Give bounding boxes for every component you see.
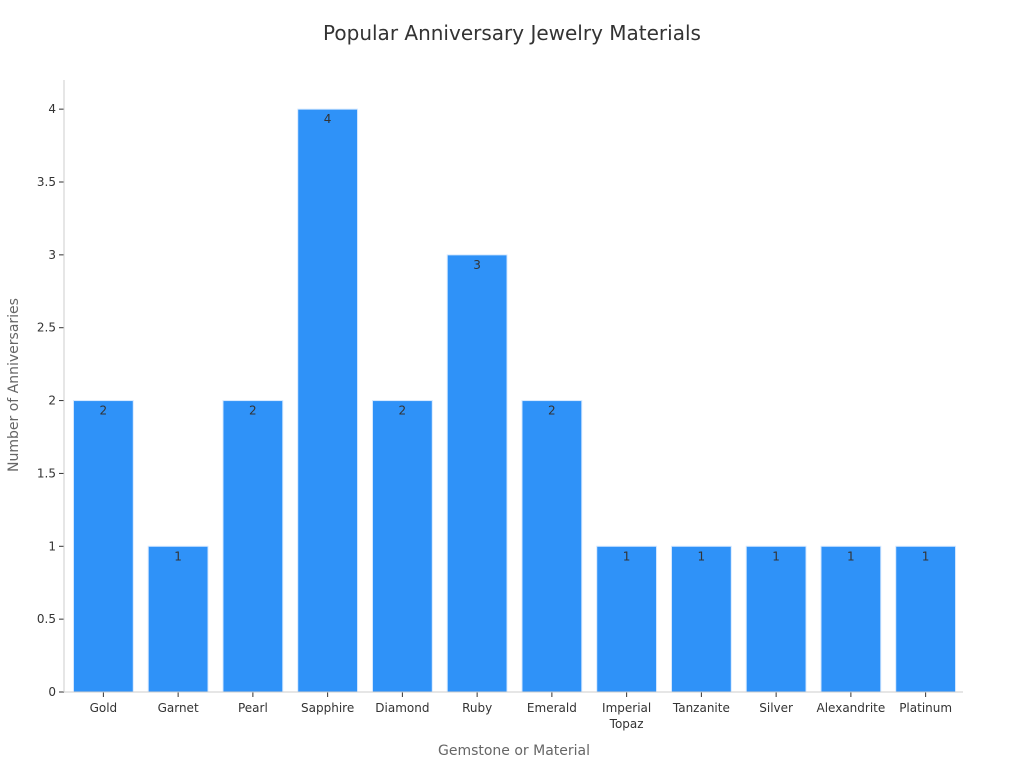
bar-platinum	[895, 545, 957, 693]
y-tick-label: 0	[48, 685, 56, 699]
data-label: 1	[623, 549, 631, 563]
y-axis-ticks: 0 0.5 1 1.5 2 2.5 3 3.5 4	[37, 102, 64, 699]
bar-pearl	[222, 400, 284, 693]
x-tick-label: Alexandrite	[817, 701, 886, 715]
chart-title: Popular Anniversary Jewelry Materials	[323, 21, 701, 45]
data-label: 2	[249, 404, 257, 418]
bar-sapphire	[297, 108, 359, 693]
x-tick-label: Ruby	[462, 701, 492, 715]
data-label: 2	[548, 404, 556, 418]
bar-diamond	[371, 400, 433, 693]
data-label: 1	[847, 549, 855, 563]
y-tick-label: 2.5	[37, 321, 56, 335]
y-tick-label: 2	[48, 394, 56, 408]
x-tick-label: Silver	[759, 701, 793, 715]
bar-ruby	[446, 254, 508, 693]
data-label: 1	[772, 549, 780, 563]
x-axis-ticks: Gold Garnet Pearl Sapphire Diamond Ruby Emeral…	[90, 692, 952, 731]
x-tick-label: Garnet	[158, 701, 199, 715]
bar-gold	[72, 400, 134, 693]
bar-alexandrite	[820, 545, 882, 693]
x-tick-label: Diamond	[375, 701, 429, 715]
y-tick-label: 1.5	[37, 466, 56, 480]
y-tick-label: 4	[48, 102, 56, 116]
data-label: 3	[473, 258, 481, 272]
bars-layer: 2 1 2 4 2 3 2 1 1 1 1 1	[72, 108, 957, 693]
y-tick-label: 1	[48, 539, 56, 553]
data-label: 1	[698, 549, 706, 563]
data-label: 2	[399, 404, 407, 418]
x-tick-label: Emerald	[527, 701, 577, 715]
bar-tanzanite	[670, 545, 732, 693]
data-label: 2	[100, 404, 108, 418]
x-tick-label: Imperial Topaz	[602, 701, 651, 731]
y-tick-label: 3.5	[37, 175, 56, 189]
bar-silver	[745, 545, 807, 693]
bar-emerald	[521, 400, 583, 693]
data-label: 4	[324, 112, 332, 126]
x-tick-label: Sapphire	[301, 701, 354, 715]
x-tick-label: Tanzanite	[672, 701, 730, 715]
x-axis-title: Gemstone or Material	[438, 743, 590, 759]
y-tick-label: 0.5	[37, 612, 56, 626]
x-tick-label: Platinum	[899, 701, 952, 715]
y-axis-title: Number of Anniversaries	[6, 298, 22, 472]
data-label: 1	[922, 549, 930, 563]
bar-garnet	[147, 545, 209, 693]
x-tick-label: Gold	[90, 701, 118, 715]
x-tick-label: Pearl	[238, 701, 268, 715]
bar-imperial-topaz	[596, 545, 658, 693]
data-label: 1	[174, 549, 182, 563]
y-tick-label: 3	[48, 248, 56, 262]
